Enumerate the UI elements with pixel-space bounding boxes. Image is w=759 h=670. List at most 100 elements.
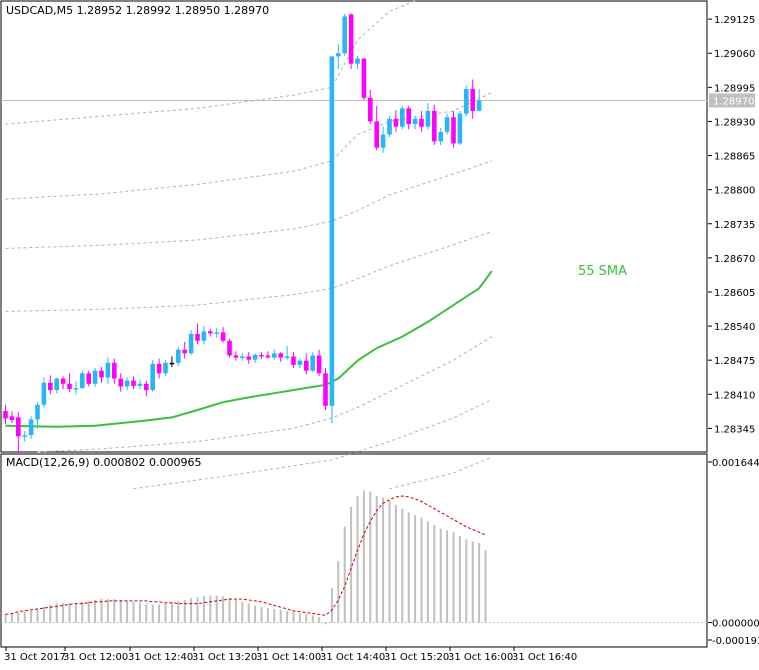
candle[interactable] [131, 376, 136, 390]
candle[interactable] [220, 327, 226, 343]
price-chart-title: USDCAD,M5 1.28952 1.28992 1.28950 1.2897… [6, 4, 269, 17]
candle[interactable] [380, 126, 386, 153]
candle[interactable] [272, 349, 277, 360]
candle[interactable] [99, 366, 104, 383]
candle-body [316, 355, 322, 374]
candle[interactable] [233, 351, 239, 361]
candle[interactable] [73, 381, 79, 395]
candle[interactable] [60, 376, 66, 390]
candle[interactable] [169, 356, 175, 367]
price-axis-label: 1.28670 [714, 254, 755, 265]
price-axis-label: 1.28800 [714, 186, 755, 197]
candle[interactable] [291, 352, 296, 369]
candle[interactable] [355, 55, 360, 69]
candle[interactable] [336, 43, 341, 69]
candle[interactable] [438, 127, 443, 146]
candle-body [124, 380, 130, 387]
price-axis-label: 1.29125 [714, 15, 755, 26]
candle[interactable] [297, 358, 303, 369]
candle[interactable] [156, 358, 162, 379]
candle[interactable] [265, 351, 271, 359]
candle[interactable] [470, 79, 475, 119]
candle[interactable] [118, 373, 123, 392]
candle[interactable] [195, 323, 200, 345]
price-panel[interactable] [1, 0, 708, 490]
candle[interactable] [208, 328, 213, 337]
candle[interactable] [92, 368, 98, 387]
candle[interactable] [112, 358, 117, 384]
candle[interactable] [67, 373, 72, 392]
candle[interactable] [144, 380, 149, 397]
candle[interactable] [124, 377, 130, 391]
candle[interactable] [329, 56, 335, 424]
candle[interactable] [201, 326, 207, 345]
candle[interactable] [451, 110, 456, 148]
candle[interactable] [240, 353, 245, 361]
candle-body [329, 56, 335, 406]
sma-annotation-label: 55 SMA [578, 264, 627, 279]
candle[interactable] [3, 404, 8, 425]
candle[interactable] [348, 13, 354, 69]
candle-body [432, 110, 437, 142]
candle[interactable] [444, 113, 450, 135]
candle-body [355, 58, 360, 64]
candle[interactable] [41, 377, 47, 408]
candle[interactable] [150, 360, 155, 392]
candle[interactable] [252, 353, 258, 363]
candle[interactable] [259, 352, 264, 359]
candle-body [393, 118, 399, 127]
price-axis-label: 1.28865 [714, 152, 755, 163]
candle[interactable] [278, 352, 283, 362]
candle[interactable] [246, 352, 251, 364]
candle[interactable] [368, 89, 373, 125]
candle[interactable] [374, 105, 379, 151]
candle[interactable] [304, 353, 309, 375]
candle[interactable] [310, 352, 315, 373]
candle[interactable] [182, 341, 187, 359]
candle[interactable] [342, 13, 347, 56]
candle[interactable] [432, 104, 437, 146]
candle[interactable] [361, 58, 367, 101]
macd-panel[interactable] [1, 490, 708, 625]
candle[interactable] [54, 377, 59, 394]
candle[interactable] [316, 349, 322, 376]
time-axis-label: 31 Oct 12:40 [128, 652, 193, 663]
macd-indicator-title: MACD(12,26,9) 0.000802 0.000965 [6, 456, 202, 469]
candle[interactable] [22, 431, 27, 442]
candle[interactable] [188, 330, 194, 355]
candle-body [22, 435, 27, 437]
candle[interactable] [425, 103, 431, 130]
candle[interactable] [323, 368, 328, 411]
candle-body [80, 373, 85, 388]
candle[interactable] [227, 338, 232, 358]
candle[interactable] [9, 411, 15, 424]
candle[interactable] [176, 347, 181, 366]
candle[interactable] [105, 357, 111, 384]
candle[interactable] [284, 346, 290, 360]
price-axis-label: 1.28345 [714, 424, 755, 435]
candle[interactable] [80, 370, 85, 390]
candle[interactable] [48, 375, 53, 395]
candle[interactable] [163, 360, 168, 376]
candle[interactable] [457, 110, 463, 146]
price-axis-label: 1.28540 [714, 322, 755, 333]
candle[interactable] [28, 416, 34, 439]
candle-body [412, 118, 418, 125]
candle[interactable] [419, 110, 424, 132]
candle[interactable] [86, 370, 91, 387]
candle[interactable] [400, 105, 405, 130]
candle[interactable] [16, 412, 21, 452]
sma-55-line [5, 270, 493, 428]
candle[interactable] [476, 88, 482, 111]
candle-body [336, 53, 341, 57]
candle[interactable] [393, 109, 399, 132]
candle[interactable] [406, 105, 411, 130]
candle[interactable] [214, 328, 219, 338]
candle[interactable] [387, 116, 392, 138]
candle[interactable] [464, 85, 469, 117]
candle[interactable] [35, 402, 40, 429]
candle[interactable] [137, 379, 143, 390]
candle[interactable] [412, 116, 418, 130]
